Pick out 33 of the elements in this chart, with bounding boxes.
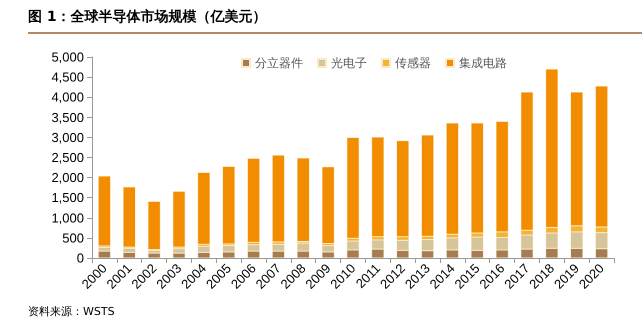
bar <box>198 172 210 244</box>
y-tick-label: 500 <box>62 230 84 246</box>
bar <box>346 137 360 238</box>
y-tick-label: 3,500 <box>51 110 84 125</box>
bar <box>247 158 260 242</box>
y-tick-label: 0 <box>76 250 84 266</box>
bar <box>98 251 111 258</box>
bar <box>446 122 459 234</box>
y-tick-label: 1,000 <box>51 210 84 226</box>
bar <box>396 140 409 237</box>
y-tick-label: 4,500 <box>51 70 84 85</box>
legend-label: 分立器件 <box>255 56 303 70</box>
legend-label: 光电子 <box>331 56 367 70</box>
y-tick-label: 1,500 <box>51 190 84 206</box>
bar <box>272 155 285 242</box>
y-tick-label: 2,500 <box>51 150 84 165</box>
bar <box>471 122 484 234</box>
y-tick-label: 4,000 <box>51 90 84 105</box>
bar <box>123 252 136 258</box>
bar <box>372 137 384 237</box>
bar <box>148 201 160 250</box>
bar <box>172 191 186 248</box>
legend-label: 集成电路 <box>459 56 507 70</box>
y-tick-label: 5,000 <box>51 50 84 64</box>
bar <box>421 134 434 236</box>
y-tick-label: 2,000 <box>51 170 84 186</box>
text: 资料来源：WSTS <box>28 304 115 319</box>
chart-title: 图 1：全球半导体市场规模（亿美元） <box>28 8 267 26</box>
y-tick-label: 3,000 <box>51 130 84 145</box>
bar <box>172 253 186 258</box>
legend-label: 传感器 <box>395 56 431 70</box>
bar <box>322 166 334 244</box>
bar <box>148 253 160 258</box>
